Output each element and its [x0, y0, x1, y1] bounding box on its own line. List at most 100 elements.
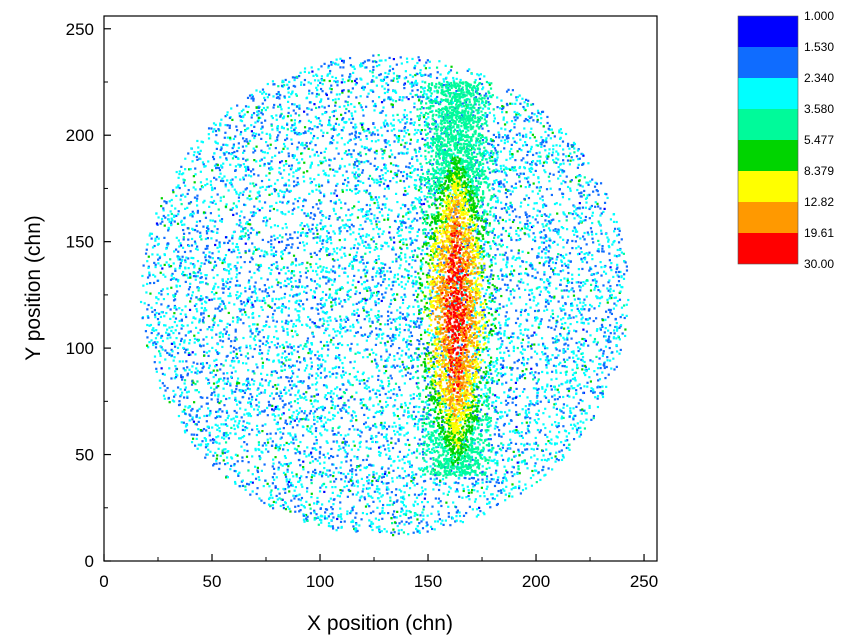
heatmap-point — [231, 185, 234, 188]
heatmap-point — [409, 340, 412, 343]
heatmap-point — [193, 337, 197, 340]
heatmap-point — [370, 212, 373, 216]
heatmap-point — [232, 366, 235, 369]
heatmap-point — [195, 433, 199, 437]
heatmap-point — [405, 131, 408, 135]
heatmap-point — [337, 266, 341, 269]
heatmap-point — [382, 78, 386, 81]
heatmap-point — [358, 228, 361, 231]
heatmap-point — [159, 336, 163, 339]
heatmap-point — [627, 298, 630, 302]
heatmap-point — [330, 305, 333, 308]
heatmap-point — [243, 124, 246, 127]
heatmap-point — [388, 471, 391, 474]
heatmap-point — [484, 292, 487, 295]
heatmap-point — [484, 459, 487, 462]
heatmap-point — [168, 326, 171, 329]
heatmap-point — [271, 128, 274, 131]
heatmap-point — [338, 445, 341, 448]
heatmap-point — [372, 351, 375, 355]
heatmap-point — [302, 468, 305, 471]
heatmap-point — [183, 429, 187, 432]
heatmap-point — [415, 320, 419, 323]
heatmap-point — [374, 157, 377, 160]
heatmap-point — [433, 202, 436, 205]
heatmap-point — [425, 182, 428, 185]
heatmap-point — [257, 133, 261, 136]
heatmap-point — [412, 201, 415, 204]
heatmap-point — [204, 216, 208, 219]
heatmap-point — [383, 421, 386, 424]
heatmap-point — [360, 431, 363, 434]
heatmap-point — [477, 513, 480, 517]
heatmap-point — [188, 419, 191, 422]
heatmap-point — [619, 315, 622, 319]
heatmap-point — [352, 520, 355, 523]
heatmap-point — [497, 143, 500, 147]
heatmap-point — [371, 479, 374, 483]
heatmap-point — [408, 448, 411, 452]
heatmap-point — [144, 252, 148, 255]
heatmap-point — [154, 239, 157, 242]
heatmap-point — [287, 320, 290, 324]
heatmap-point — [221, 450, 224, 454]
heatmap-point — [221, 333, 224, 336]
heatmap-point — [183, 396, 186, 399]
heatmap-point — [332, 417, 335, 420]
heatmap-point — [181, 410, 184, 413]
heatmap-point — [379, 328, 383, 331]
heatmap-point — [561, 454, 564, 457]
heatmap-point — [405, 509, 408, 512]
heatmap-point — [208, 350, 211, 353]
heatmap-point — [560, 415, 564, 418]
heatmap-point — [525, 261, 528, 264]
heatmap-point — [375, 64, 379, 68]
heatmap-point — [413, 476, 416, 480]
heatmap-point — [518, 413, 521, 416]
heatmap-point — [554, 365, 558, 368]
heatmap-point — [178, 267, 181, 270]
heatmap-point — [334, 292, 337, 295]
heatmap-point — [288, 358, 291, 361]
heatmap-point — [301, 241, 305, 244]
heatmap-point — [561, 322, 564, 326]
heatmap-point — [535, 115, 539, 118]
heatmap-point — [588, 207, 591, 211]
heatmap-point — [339, 433, 343, 437]
heatmap-point — [316, 350, 319, 353]
heatmap-point — [319, 363, 322, 366]
heatmap-point — [257, 110, 260, 113]
heatmap-point — [275, 494, 278, 498]
heatmap-point — [591, 178, 594, 181]
heatmap-point — [475, 515, 478, 518]
heatmap-point — [417, 467, 421, 470]
heatmap-point — [175, 214, 178, 217]
heatmap-point — [226, 462, 229, 465]
heatmap-point — [387, 443, 390, 446]
heatmap-point — [251, 95, 254, 98]
heatmap-point — [190, 244, 194, 247]
heatmap-point — [275, 407, 278, 410]
heatmap-point — [536, 221, 539, 224]
heatmap-point — [575, 405, 578, 408]
heatmap-point — [205, 420, 208, 423]
heatmap-point — [226, 416, 229, 420]
heatmap-point — [277, 414, 280, 417]
heatmap-point — [226, 111, 229, 114]
heatmap-point — [544, 160, 547, 163]
heatmap-point — [437, 258, 440, 262]
heatmap-point — [339, 388, 342, 391]
heatmap-point — [585, 412, 588, 415]
heatmap-point — [284, 184, 288, 187]
heatmap-point — [340, 376, 344, 379]
heatmap-point — [336, 216, 339, 220]
heatmap-point — [592, 241, 595, 244]
heatmap-point — [285, 359, 288, 362]
heatmap-point — [507, 458, 510, 461]
heatmap-point — [592, 273, 595, 276]
heatmap-point — [543, 203, 546, 206]
heatmap-point — [561, 304, 565, 307]
heatmap-point — [200, 276, 203, 279]
heatmap-point — [277, 90, 280, 94]
heatmap-point — [192, 316, 195, 319]
